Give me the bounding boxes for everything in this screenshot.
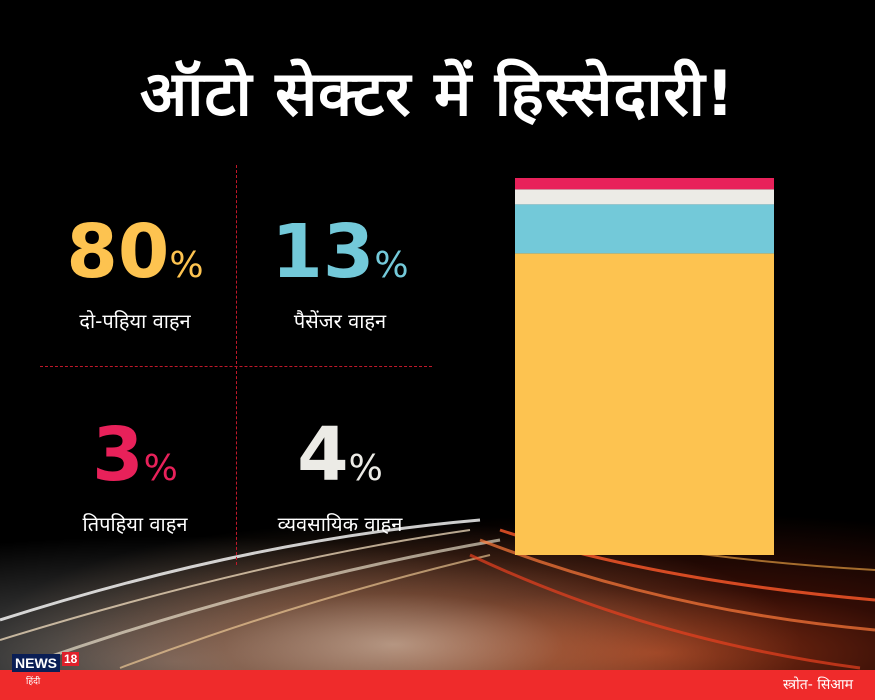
source-text: स्त्रोत- सिआम [782, 677, 853, 693]
footer-bar [0, 670, 875, 700]
stat-value: 4% [297, 412, 383, 498]
logo-brand: NEWS [12, 654, 60, 672]
stat-label: व्यवसायिक वाहन [277, 512, 403, 536]
bar-segment [515, 253, 774, 555]
vertical-divider [236, 165, 237, 565]
horizontal-divider [40, 366, 432, 367]
stat-label: पैसेंजर वाहन [293, 309, 387, 333]
bar-segment [515, 189, 774, 205]
logo-sub: हिंदी [26, 677, 41, 687]
stat-value: 3% [92, 412, 178, 498]
stat-label: दो-पहिया वाहन [79, 309, 191, 333]
page-title: ऑटो सेक्टर में हिस्सेदारी! [139, 57, 736, 130]
stat-two-wheeler: 80% दो-पहिया वाहन [40, 215, 230, 334]
stat-value: 13% [271, 209, 409, 295]
stat-value: 80% [66, 209, 204, 295]
news18-logo: NEWS 18 हिंदी [12, 652, 82, 692]
stat-three-wheeler: 3% तिपहिया वाहन [40, 418, 230, 537]
bar-segment [515, 178, 774, 190]
stat-label: तिपहिया वाहन [82, 512, 188, 536]
stat-passenger: 13% पैसेंजर वाहन [245, 215, 435, 334]
logo-number: 18 [62, 652, 80, 666]
bar-segment [515, 204, 774, 254]
stat-commercial: 4% व्यवसायिक वाहन [245, 418, 435, 537]
